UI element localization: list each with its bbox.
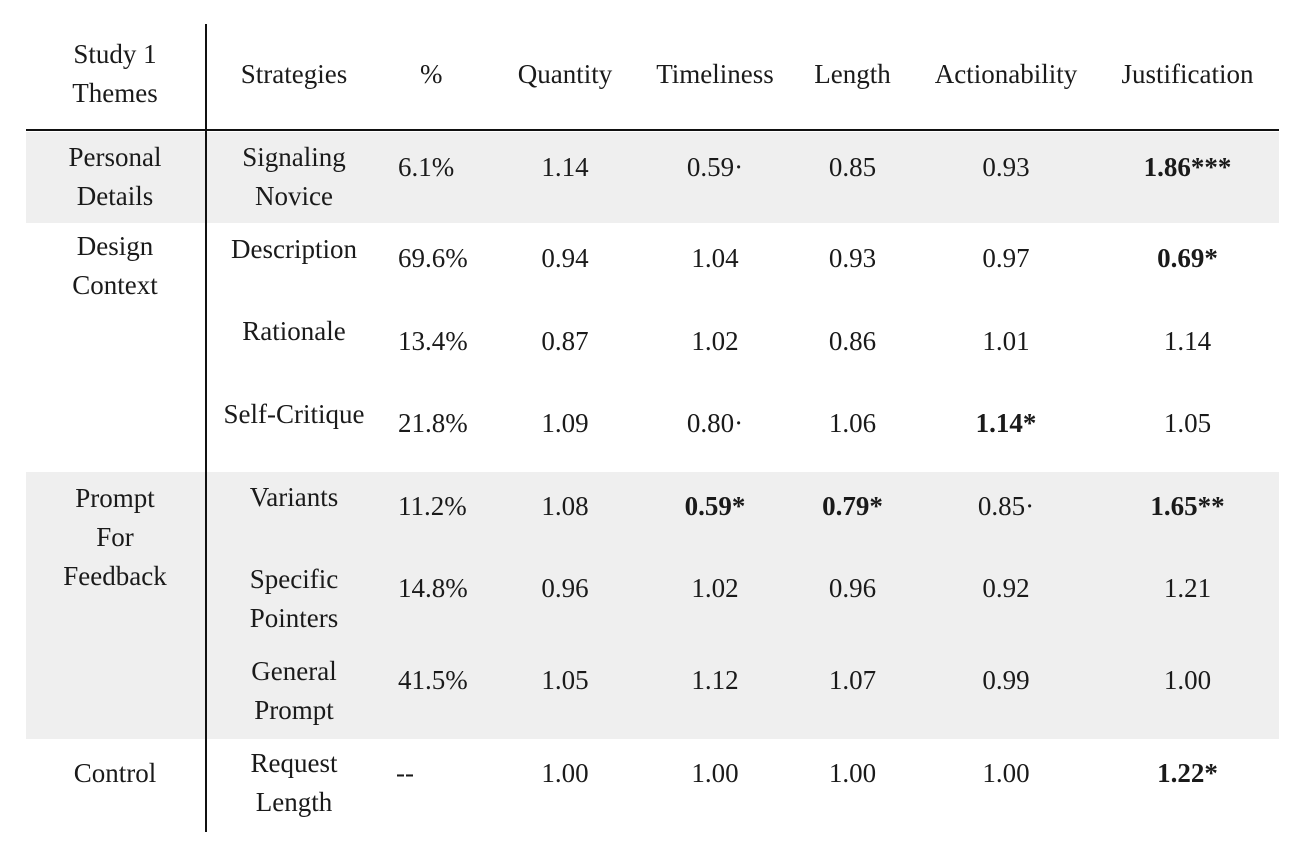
header-themes-line1: Study 1	[73, 39, 157, 69]
actionability-cell: 1.00	[982, 758, 1030, 788]
actionability-cell: 0.92	[982, 573, 1030, 603]
justification-cell: 1.14	[1163, 326, 1212, 356]
length-cell: 1.00	[828, 758, 877, 788]
strategy-label: General	[251, 656, 337, 686]
justification-cell: 1.00	[1163, 665, 1212, 695]
length-cell: 0.96	[828, 573, 877, 603]
length-cell: 0.93	[828, 243, 877, 273]
justification-cell: 1.05	[1163, 408, 1212, 438]
theme-prompt-line1: Prompt	[75, 483, 155, 513]
header-justification: Justification	[1121, 59, 1254, 89]
header-actionability: Actionability	[934, 59, 1078, 89]
quantity-cell: 1.09	[541, 408, 589, 438]
theme-personal-line1: Personal	[68, 142, 162, 172]
timeliness-cell: 0.80·	[686, 408, 744, 438]
row-shading-personal-details	[26, 132, 1279, 223]
quantity-cell: 1.14	[541, 152, 589, 182]
length-cell: 0.86	[828, 326, 877, 356]
header-strategies: Strategies	[240, 59, 348, 89]
quantity-cell: 1.00	[541, 758, 589, 788]
timeliness-cell: 1.04	[691, 243, 739, 273]
justification-cell: 0.69*	[1157, 243, 1218, 273]
theme-control: Control	[73, 758, 157, 788]
header-quantity: Quantity	[517, 59, 613, 89]
timeliness-cell: 1.02	[691, 326, 739, 356]
theme-design-line1: Design	[76, 231, 154, 261]
strategy-label: Pointers	[249, 603, 339, 633]
strategy-label: Request	[250, 748, 338, 778]
percent-cell: 6.1%	[398, 152, 455, 182]
percent-cell: 14.8%	[398, 573, 468, 603]
timeliness-cell: 1.00	[691, 758, 739, 788]
strategy-label: Rationale	[242, 316, 346, 346]
strategy-label: Self-Critique	[223, 399, 365, 429]
strategy-label: Description	[231, 234, 357, 264]
strategy-label: Signaling	[242, 142, 346, 172]
theme-personal-line2: Details	[76, 181, 154, 211]
justification-cell: 1.21	[1163, 573, 1212, 603]
quantity-cell: 0.87	[541, 326, 589, 356]
length-cell: 0.85	[828, 152, 877, 182]
timeliness-cell: 1.12	[691, 665, 739, 695]
theme-prompt-line2: For	[96, 522, 134, 552]
header-themes-line2: Themes	[72, 78, 158, 108]
header-length: Length	[814, 59, 891, 89]
strategy-label: Variants	[249, 482, 339, 512]
actionability-cell: 1.01	[982, 326, 1030, 356]
quantity-cell: 1.05	[541, 665, 589, 695]
length-cell: 1.07	[828, 665, 877, 695]
strategy-label: Length	[255, 787, 333, 817]
actionability-cell: 0.99	[982, 665, 1030, 695]
actionability-cell: 0.97	[982, 243, 1030, 273]
timeliness-cell: 0.59*	[684, 491, 746, 521]
strategy-label: Specific	[249, 564, 339, 594]
column-divider	[205, 24, 207, 832]
percent-cell: --	[396, 758, 414, 788]
percent-cell: 41.5%	[398, 665, 468, 695]
strategy-label: Novice	[255, 181, 333, 211]
timeliness-cell: 1.02	[691, 573, 739, 603]
quantity-cell: 0.94	[541, 243, 589, 273]
percent-cell: 21.8%	[398, 408, 468, 438]
quantity-cell: 1.08	[541, 491, 589, 521]
length-cell: 0.79*	[822, 491, 883, 521]
theme-prompt-line3: Feedback	[63, 561, 167, 591]
header-timeliness: Timeliness	[656, 59, 774, 89]
actionability-cell: 0.85·	[977, 491, 1035, 521]
length-cell: 1.06	[828, 408, 877, 438]
justification-cell: 1.22*	[1157, 758, 1218, 788]
percent-cell: 69.6%	[398, 243, 468, 273]
row-shading-prompt-for-feedback	[26, 472, 1279, 739]
quantity-cell: 0.96	[541, 573, 589, 603]
strategy-label: Prompt	[254, 695, 334, 725]
theme-design-line2: Context	[72, 270, 158, 300]
header-percent: %	[420, 59, 443, 89]
timeliness-cell: 0.59·	[686, 152, 744, 182]
actionability-cell: 1.14*	[975, 408, 1037, 438]
justification-cell: 1.86***	[1143, 152, 1232, 182]
percent-cell: 13.4%	[398, 326, 468, 356]
justification-cell: 1.65**	[1150, 491, 1225, 521]
actionability-cell: 0.93	[982, 152, 1030, 182]
header-divider	[26, 129, 1279, 131]
percent-cell: 11.2%	[398, 491, 467, 521]
